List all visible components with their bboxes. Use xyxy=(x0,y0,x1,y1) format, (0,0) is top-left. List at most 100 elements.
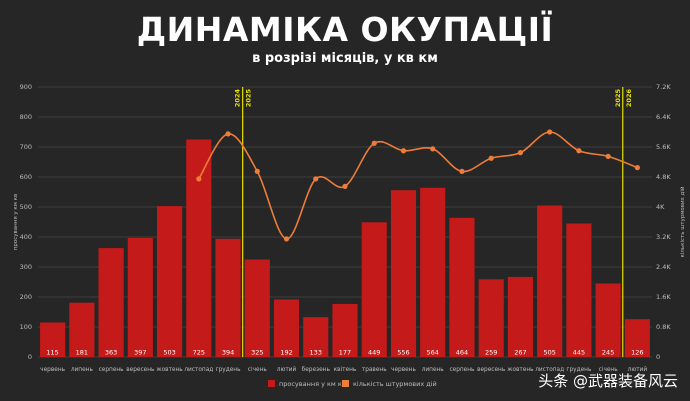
line-point xyxy=(459,168,465,174)
bar-value-label: 363 xyxy=(105,349,117,357)
bar-value-label: 177 xyxy=(339,349,351,357)
y-axis-label-right: кількість штурмових дій xyxy=(679,186,686,257)
legend-swatch-line xyxy=(342,380,349,387)
bar xyxy=(156,206,183,357)
y-tick-left: 100 xyxy=(20,323,32,331)
bar-value-label: 397 xyxy=(134,349,146,357)
bar xyxy=(478,279,504,357)
y-tick-left: 300 xyxy=(20,263,32,271)
legend-swatch-bars xyxy=(268,380,275,387)
x-tick-label: жовтень xyxy=(156,367,183,373)
year-label: 2025 xyxy=(614,89,622,108)
line-point xyxy=(225,131,231,137)
y-tick-right: 2.4K xyxy=(656,263,671,271)
x-tick-label: травень xyxy=(362,367,387,373)
bar-value-label: 181 xyxy=(76,349,88,357)
y-tick-right: 0.8K xyxy=(656,323,671,331)
x-tick-label: листопад xyxy=(184,367,213,373)
y-tick-left: 600 xyxy=(20,173,32,181)
bar-value-label: 394 xyxy=(222,349,234,357)
y-tick-right: 4K xyxy=(656,203,665,211)
line-point xyxy=(517,150,524,156)
line-point xyxy=(488,155,494,161)
x-tick-label: січень xyxy=(599,367,619,373)
bar-value-label: 259 xyxy=(485,349,497,357)
y-tick-right: 4.8K xyxy=(656,173,671,181)
y-tick-right: 5.6K xyxy=(656,143,671,151)
bar xyxy=(566,223,592,357)
bar xyxy=(420,187,446,357)
y-tick-right: 7.2K xyxy=(656,83,671,91)
bar-value-label: 245 xyxy=(602,349,614,357)
x-tick-label: квітень xyxy=(334,367,357,373)
line-point xyxy=(430,146,436,152)
y-tick-left: 500 xyxy=(20,203,32,211)
x-tick-label: березень xyxy=(302,367,331,373)
y-tick-right: 6.4K xyxy=(656,113,671,121)
y-tick-right: 1.6K xyxy=(656,293,671,301)
line-series xyxy=(198,131,638,240)
x-tick-label: липень xyxy=(422,367,445,373)
y-tick-left: 700 xyxy=(20,143,32,151)
bar xyxy=(98,248,124,357)
legend-label-bars: просування у км кв xyxy=(279,380,346,388)
bar-value-label: 445 xyxy=(573,349,585,357)
bar-value-label: 192 xyxy=(280,349,292,357)
bar xyxy=(127,237,153,357)
bar-value-label: 325 xyxy=(251,349,263,357)
bar xyxy=(186,139,212,357)
x-tick-label: червень xyxy=(391,367,416,373)
x-tick-label: грудень xyxy=(566,367,592,373)
bar xyxy=(361,222,387,357)
bar xyxy=(303,317,329,357)
x-tick-label: грудень xyxy=(216,367,242,373)
line-point xyxy=(254,168,260,174)
x-tick-label: листопад xyxy=(535,367,564,373)
x-tick-label: жовтень xyxy=(507,367,534,373)
bar xyxy=(40,322,66,357)
bar xyxy=(537,205,563,357)
bar xyxy=(507,276,534,357)
line-point xyxy=(547,129,553,135)
line-point xyxy=(605,153,611,159)
bar-value-label: 115 xyxy=(46,349,58,357)
y-axis-label-left: просування у км кв xyxy=(13,194,19,250)
bar xyxy=(624,319,650,357)
line-point xyxy=(400,148,407,154)
y-tick-left: 800 xyxy=(20,113,32,121)
year-label: 2025 xyxy=(245,89,253,108)
bar xyxy=(215,238,241,357)
bar-value-label: 449 xyxy=(368,349,380,357)
x-tick-label: лютий xyxy=(628,366,648,373)
y-tick-right: 0 xyxy=(656,353,660,361)
x-tick-label: серпень xyxy=(449,367,475,373)
y-tick-left: 900 xyxy=(20,83,32,91)
x-tick-label: лютий xyxy=(277,366,297,373)
y-tick-left: 200 xyxy=(20,293,32,301)
bar xyxy=(595,283,621,357)
bar xyxy=(273,299,300,357)
y-tick-left: 0 xyxy=(28,353,32,361)
bar-value-label: 725 xyxy=(193,349,205,357)
line-point xyxy=(283,236,290,242)
bar xyxy=(69,302,95,357)
bar-value-label: 503 xyxy=(163,349,175,357)
bar xyxy=(244,259,270,357)
x-tick-label: вересень xyxy=(477,367,506,373)
line-point xyxy=(313,176,319,182)
bar-value-label: 126 xyxy=(631,349,643,357)
year-label: 2024 xyxy=(234,89,242,108)
line-point xyxy=(196,176,202,182)
bar-value-label: 267 xyxy=(514,349,526,357)
bar-value-label: 505 xyxy=(543,349,555,357)
chart-subtitle: в розрізі місяців, у кв км xyxy=(252,51,438,66)
bar-value-label: 464 xyxy=(456,349,468,357)
y-tick-left: 400 xyxy=(20,233,32,241)
bar-value-label: 133 xyxy=(310,349,322,357)
x-tick-label: січень xyxy=(248,367,268,373)
line-point xyxy=(634,165,640,171)
x-tick-label: червень xyxy=(40,367,65,373)
bar xyxy=(332,303,358,357)
line-point xyxy=(342,183,348,189)
